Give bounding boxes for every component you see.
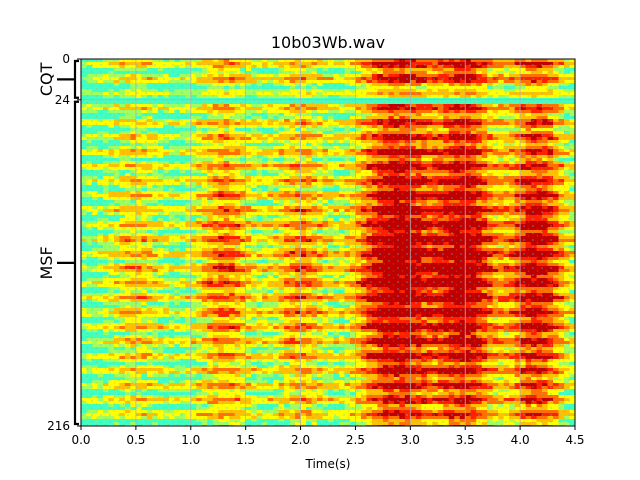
plot-area <box>81 59 575 426</box>
chart-title: 10b03Wb.wav <box>271 33 385 52</box>
heatmap-cells <box>81 59 575 426</box>
